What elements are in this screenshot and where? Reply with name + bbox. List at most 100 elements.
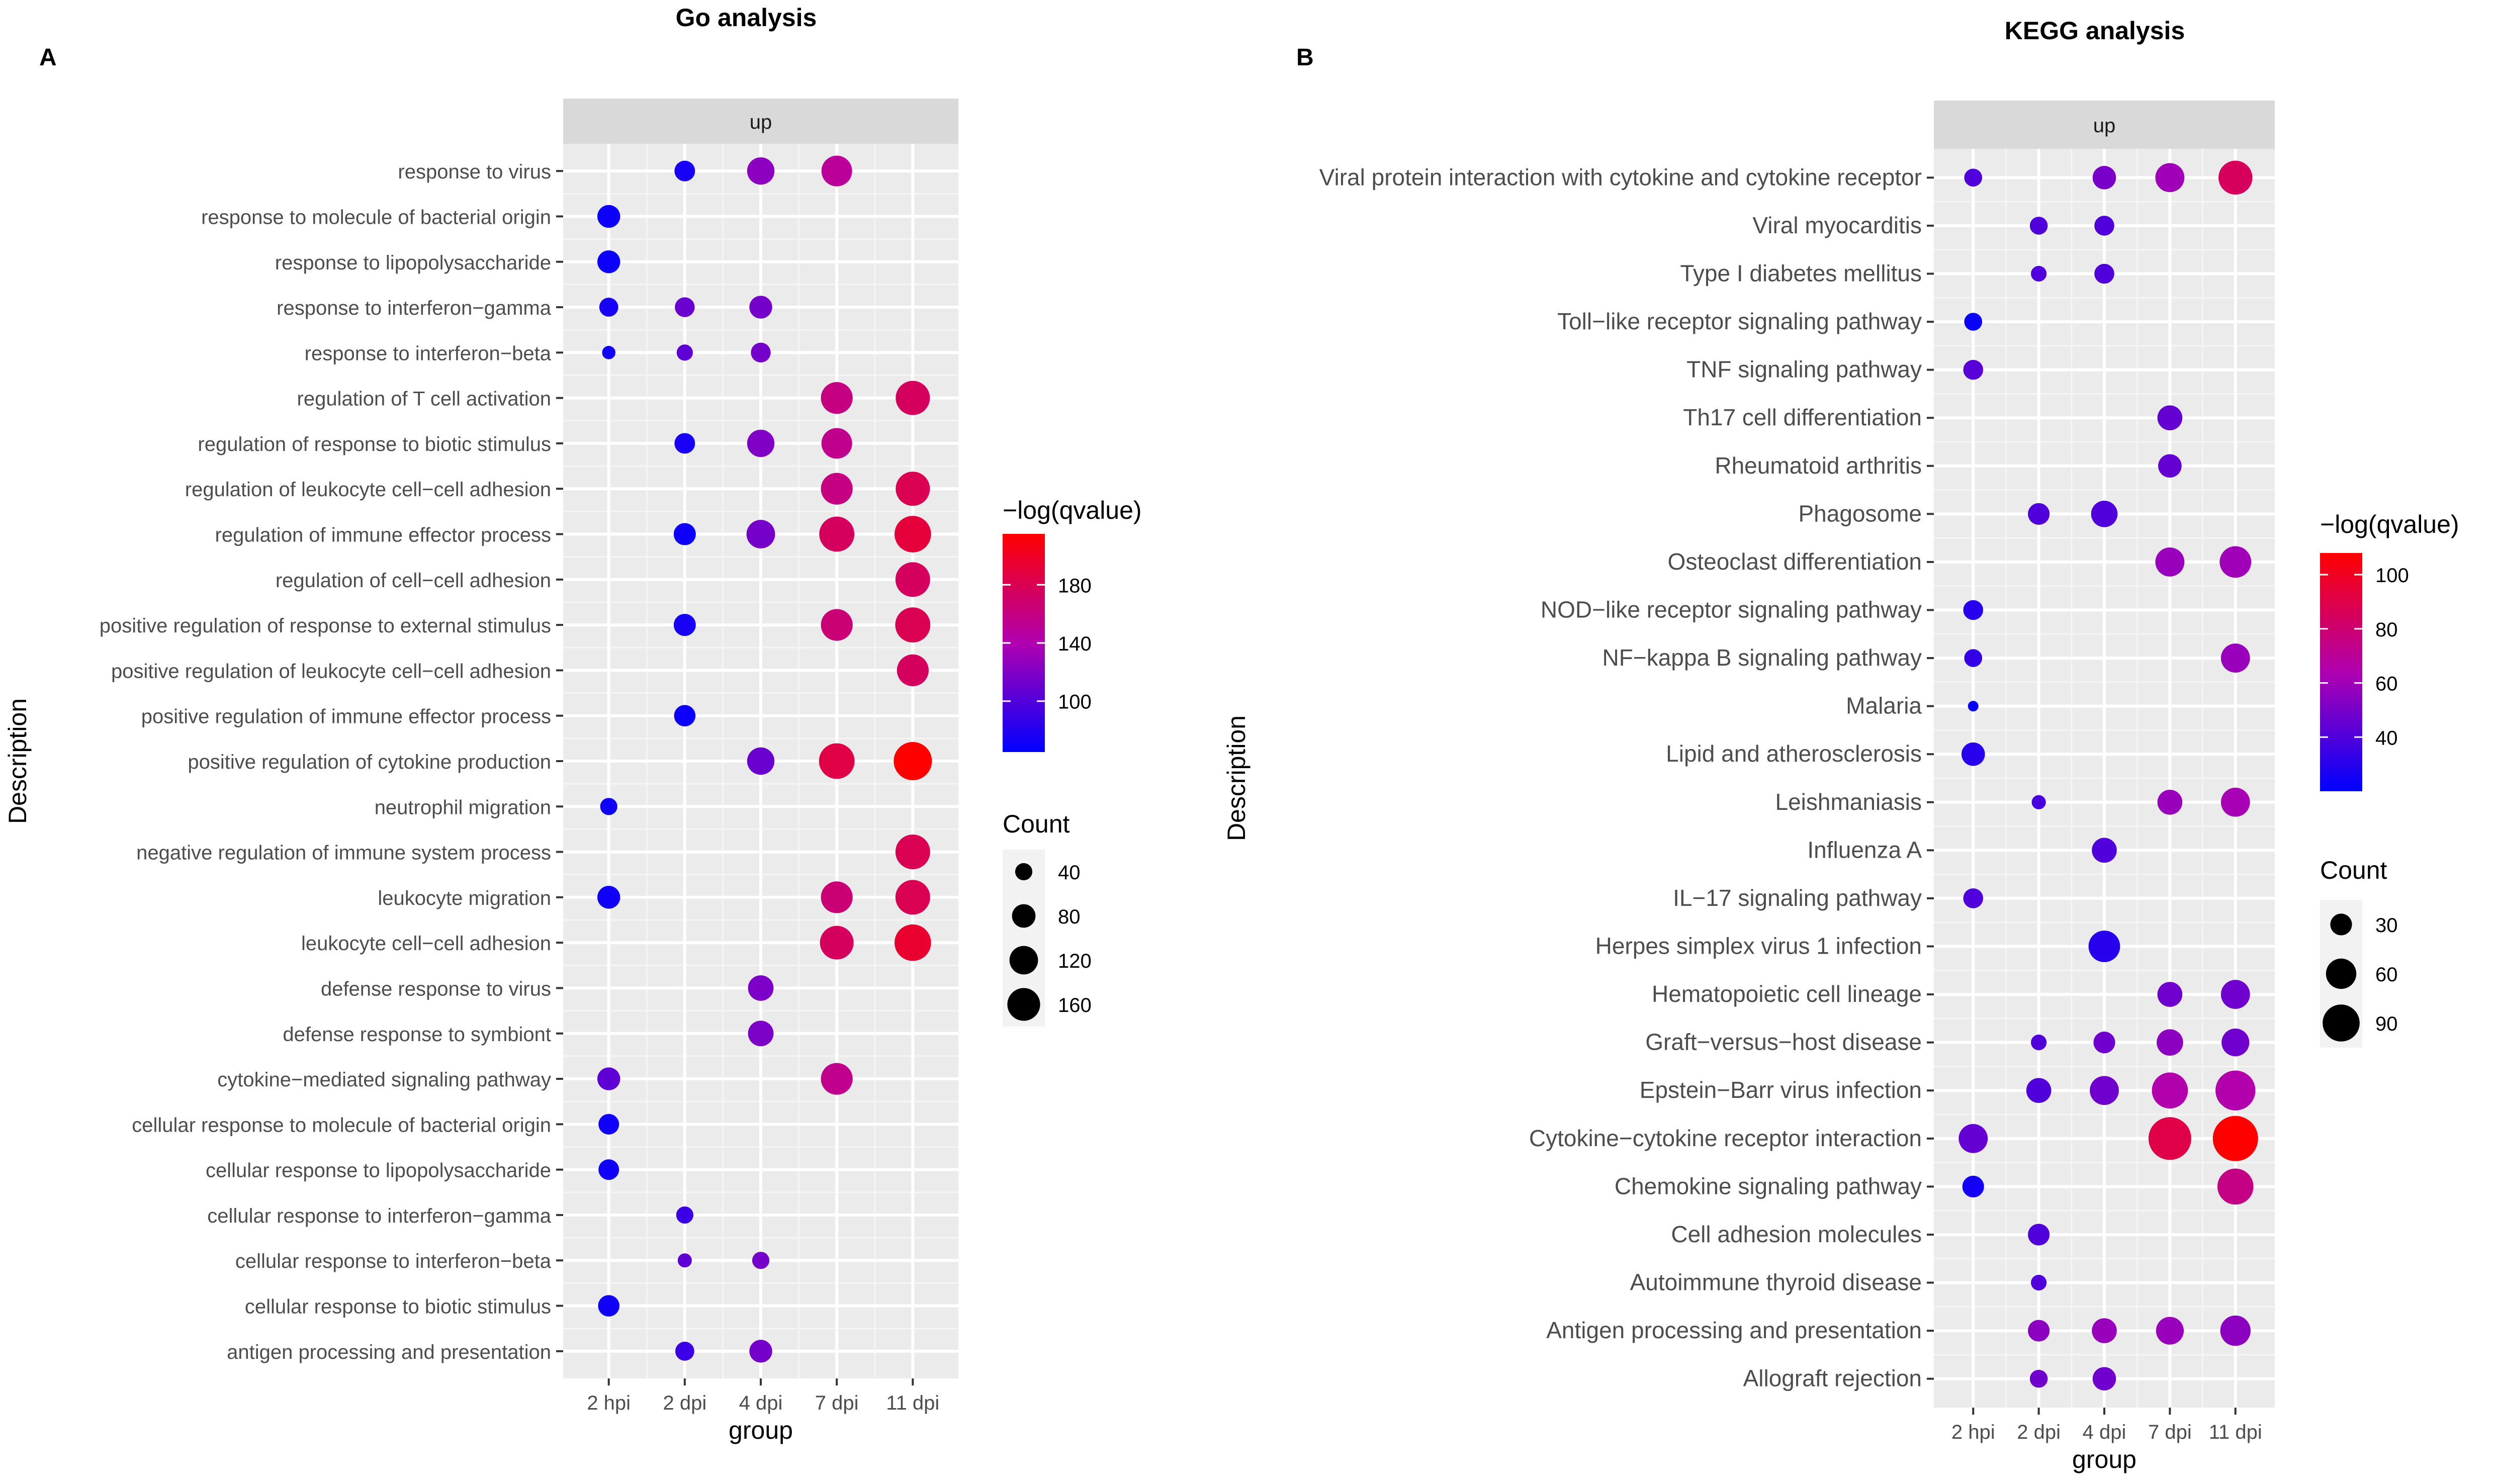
y-tick-label: cytokine−mediated signaling pathway <box>217 1069 551 1091</box>
data-point <box>675 297 695 317</box>
data-point <box>821 881 853 913</box>
y-tick-label: regulation of immune effector process <box>215 524 552 546</box>
data-point <box>1958 1124 1988 1153</box>
y-axis-title: Description <box>1222 715 1251 841</box>
y-tick-label: Osteoclast differentiation <box>1668 548 1922 575</box>
data-point <box>2156 1317 2184 1345</box>
data-point <box>2217 1168 2254 1205</box>
data-point <box>751 342 771 363</box>
data-point <box>2094 216 2114 236</box>
y-tick-label: neutrophil migration <box>375 796 551 818</box>
y-tick-label: Phagosome <box>1799 500 1922 526</box>
data-point <box>2028 1320 2050 1342</box>
data-point <box>748 975 774 1001</box>
data-point <box>2157 1029 2183 1056</box>
y-tick-label: IL−17 signaling pathway <box>1673 885 1922 911</box>
y-tick-label: regulation of leukocyte cell−cell adhesi… <box>185 479 551 501</box>
data-point <box>895 516 931 552</box>
y-tick-label: Viral protein interaction with cytokine … <box>1319 164 1922 190</box>
data-point <box>1963 359 1984 380</box>
data-point <box>747 429 775 457</box>
y-tick-label: Th17 cell differentiation <box>1683 404 1922 430</box>
data-point <box>896 472 930 506</box>
data-point <box>674 160 695 181</box>
y-tick-label: cellular response to biotic stimulus <box>245 1296 551 1318</box>
size-legend-label: 90 <box>2375 1013 2398 1035</box>
size-legend-label: 80 <box>1058 906 1081 928</box>
data-point <box>894 742 932 780</box>
data-point <box>2215 1070 2256 1110</box>
y-tick-label: cellular response to interferon−gamma <box>207 1205 551 1227</box>
y-tick-label: cellular response to interferon−beta <box>235 1250 552 1272</box>
x-tick-label: 4 dpi <box>739 1392 783 1414</box>
color-legend-label: 140 <box>1058 633 1092 655</box>
data-point <box>675 1341 694 1361</box>
data-point <box>1963 600 1984 620</box>
y-tick-label: Autoimmune thyroid disease <box>1630 1269 1922 1295</box>
data-point <box>749 1340 772 1363</box>
y-tick-label: defense response to virus <box>321 978 551 1000</box>
data-point <box>2029 217 2048 235</box>
y-tick-label: cellular response to molecule of bacteri… <box>132 1114 551 1136</box>
data-point <box>752 1252 770 1269</box>
data-point <box>895 834 930 870</box>
data-point <box>2219 546 2252 578</box>
data-point <box>2212 1116 2258 1161</box>
data-point <box>674 433 695 454</box>
data-point <box>2157 982 2183 1007</box>
y-tick-label: response to molecule of bacterial origin <box>201 206 551 228</box>
y-tick-label: antigen processing and presentation <box>227 1341 551 1363</box>
data-point <box>1968 701 1979 712</box>
kegg-analysis-panel: KEGG analysis up Viral protein interaction… <box>1222 17 2459 1473</box>
data-point <box>819 516 855 552</box>
data-point <box>2158 454 2182 478</box>
data-point <box>2148 1117 2191 1160</box>
color-legend-label: 60 <box>2375 673 2398 695</box>
data-point <box>895 880 930 915</box>
chart-title: Go analysis <box>676 4 817 32</box>
data-point <box>820 925 854 960</box>
data-point <box>821 382 853 414</box>
chart-title: KEGG analysis <box>2005 17 2185 45</box>
size-legend-point <box>2323 1004 2360 1042</box>
data-point <box>2029 1369 2048 1388</box>
y-tick-label: Antigen processing and presentation <box>1546 1317 1922 1343</box>
data-point <box>2093 1032 2115 1054</box>
data-point <box>746 520 775 548</box>
y-tick-label: Viral myocarditis <box>1752 212 1922 238</box>
data-point <box>1962 1175 1984 1197</box>
color-legend-label: 80 <box>2375 619 2398 641</box>
color-legend-label: 40 <box>2375 727 2398 749</box>
panel-a-label: A <box>39 44 57 71</box>
data-point <box>676 344 693 361</box>
data-point <box>2157 789 2183 815</box>
y-tick-label: TNF signaling pathway <box>1686 356 1922 383</box>
y-axis-title: Description <box>4 698 32 824</box>
color-legend-bar <box>2320 553 2362 791</box>
y-tick-label: Graft−versus−host disease <box>1645 1029 1922 1055</box>
size-legend-label: 120 <box>1058 950 1092 972</box>
data-point <box>821 428 852 459</box>
data-point <box>597 886 620 909</box>
data-point <box>597 205 620 228</box>
data-point <box>2031 1035 2047 1051</box>
y-tick-label: leukocyte cell−cell adhesion <box>301 933 551 955</box>
x-tick-label: 4 dpi <box>2083 1421 2126 1443</box>
data-point <box>597 250 620 273</box>
x-tick-label: 2 hpi <box>587 1392 631 1414</box>
y-tick-label: NOD−like receptor signaling pathway <box>1541 596 1922 622</box>
data-point <box>1961 742 1985 766</box>
data-point <box>674 705 696 727</box>
data-point <box>2152 1072 2188 1109</box>
y-tick-label: positive regulation of leukocyte cell−ce… <box>111 660 551 682</box>
size-legend-point <box>1012 904 1036 928</box>
y-tick-label: Hematopoietic cell lineage <box>1652 981 1922 1007</box>
x-axis-title: group <box>729 1416 793 1444</box>
data-point <box>598 1159 619 1180</box>
data-point <box>676 1206 693 1224</box>
data-point <box>895 562 930 597</box>
data-point <box>821 155 852 187</box>
data-point <box>2026 1078 2052 1103</box>
y-tick-label: response to lipopolysaccharide <box>275 252 551 274</box>
size-legend-title: Count <box>1003 810 1070 838</box>
